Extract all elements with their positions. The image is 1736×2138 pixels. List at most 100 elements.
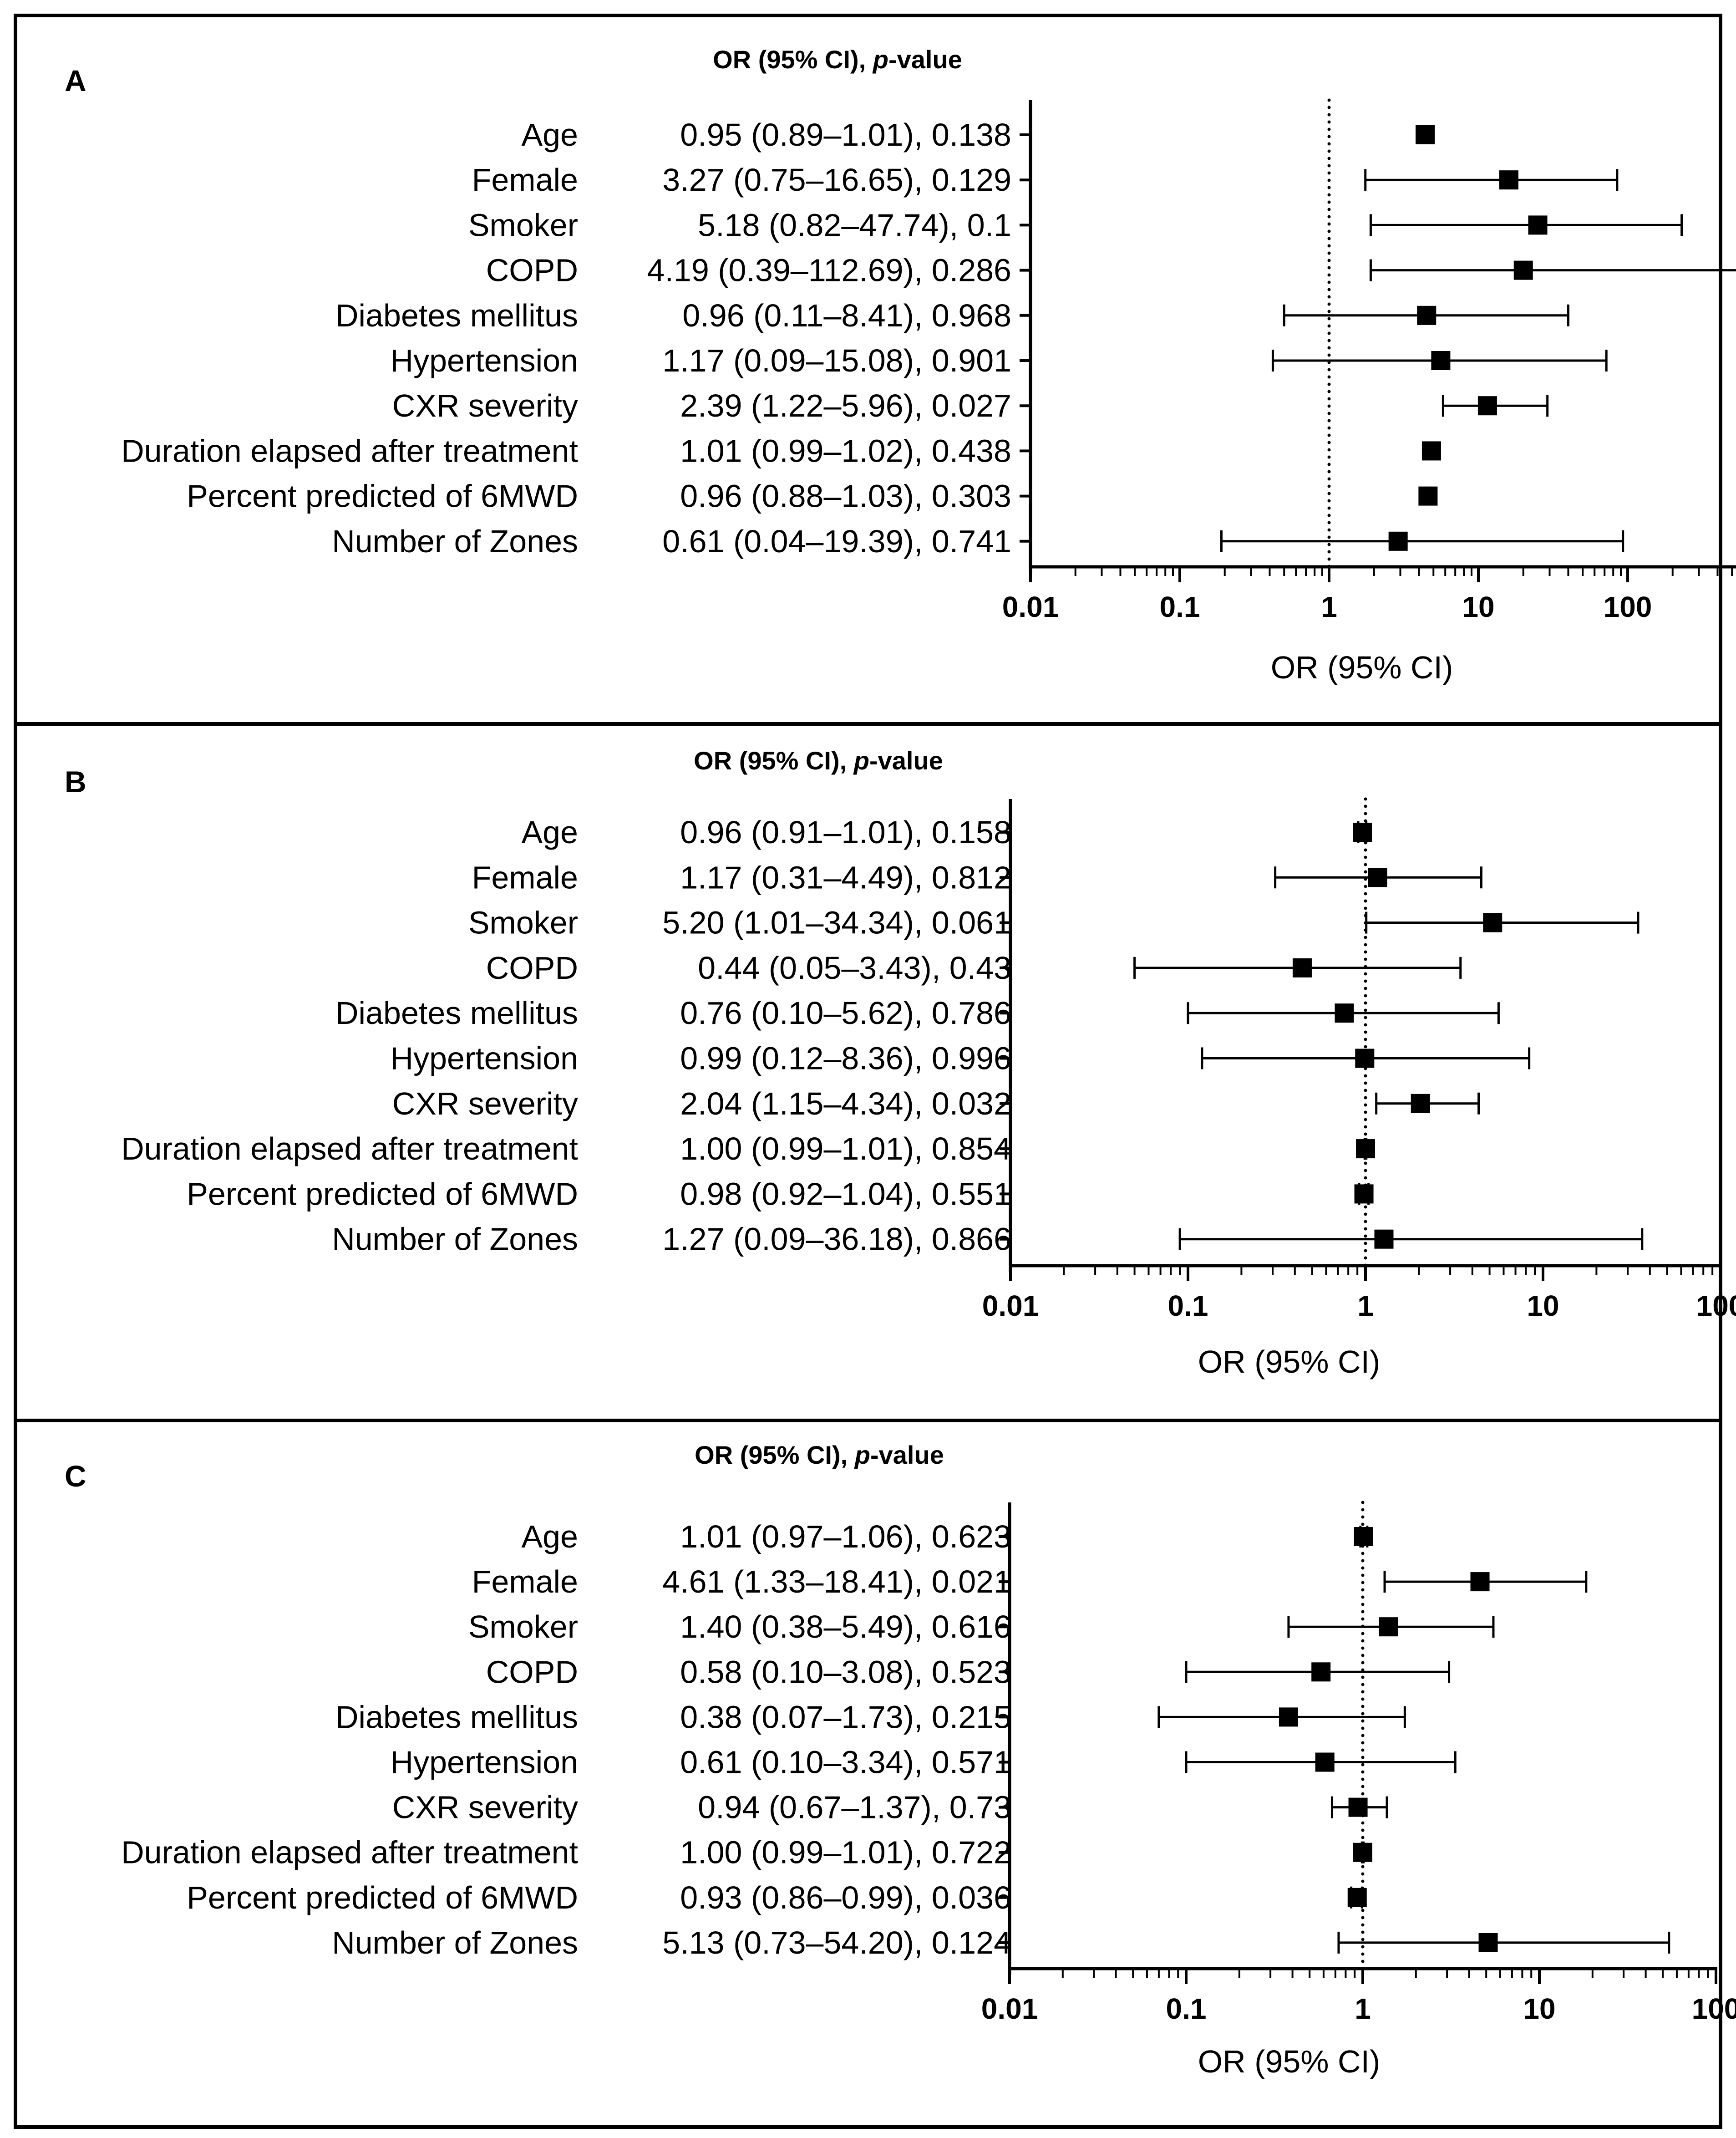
row-value: 0.44 (0.05–3.43), 0.43 xyxy=(698,950,1011,986)
row-value: 1.00 (0.99–1.01), 0.722 xyxy=(680,1835,1011,1870)
odds-ratio-point xyxy=(1417,305,1437,325)
row-label: COPD xyxy=(486,950,578,986)
odds-ratio-point xyxy=(1311,1662,1331,1682)
row-value: 1.27 (0.09–36.18), 0.866 xyxy=(662,1222,1011,1257)
panel-A: AOR (95% CI), p-value0.010.11101001000OR… xyxy=(65,45,1736,685)
row-label: Smoker xyxy=(468,1609,578,1644)
row-label: Age xyxy=(521,814,578,850)
x-tick-label: 0.1 xyxy=(1168,1289,1208,1322)
row-label: Age xyxy=(521,1519,578,1554)
panel-letter: A xyxy=(65,64,86,97)
odds-ratio-point xyxy=(1348,1797,1368,1817)
odds-ratio-point xyxy=(1347,1888,1367,1907)
row-label: Female xyxy=(472,162,578,198)
row-value: 0.61 (0.04–19.39), 0.741 xyxy=(662,524,1011,559)
x-tick-label: 1 xyxy=(1355,1992,1371,2025)
odds-ratio-point xyxy=(1279,1707,1298,1727)
row-value: 4.61 (1.33–18.41), 0.021 xyxy=(662,1564,1011,1599)
row-label: Age xyxy=(521,117,578,153)
panel-B: B OR (95% CI), p-value 0.01 0.1 1 10 100 OR (95… xyxy=(15,722,1736,1380)
row-value: 2.04 (1.15–4.34), 0.032 xyxy=(680,1086,1011,1121)
x-tick-label: 100 xyxy=(1692,1992,1736,2025)
row-value: 0.98 (0.92–1.04), 0.551 xyxy=(680,1176,1011,1212)
row-label: Percent predicted of 6MWD xyxy=(187,1176,578,1212)
row-label: Smoker xyxy=(468,905,578,941)
x-tick-label: 100 xyxy=(1604,590,1652,623)
row-value: 1.01 (0.99–1.02), 0.438 xyxy=(680,433,1011,468)
x-tick-label: 10 xyxy=(1523,1992,1555,2025)
row-label: Female xyxy=(472,860,578,895)
row-value: 1.17 (0.09–15.08), 0.901 xyxy=(662,343,1011,378)
row-value: 1.00 (0.99–1.01), 0.854 xyxy=(680,1131,1011,1166)
panel-C: C OR (95% CI), p-value 0.01 0.1 1 10 100 OR (95… xyxy=(15,1419,1736,2079)
row-label: Percent predicted of 6MWD xyxy=(187,479,578,514)
row-value: 4.19 (0.39–112.69), 0.286 xyxy=(647,253,1011,288)
row-value: 0.96 (0.88–1.03), 0.303 xyxy=(680,479,1011,514)
row-label: Hypertension xyxy=(391,1041,578,1076)
column-header: OR (95% CI), p-value xyxy=(695,1441,944,1469)
row-label: CXR severity xyxy=(392,388,578,423)
x-tick-label: 1 xyxy=(1357,1289,1374,1322)
odds-ratio-point xyxy=(1374,1229,1394,1249)
odds-ratio-point xyxy=(1418,486,1438,506)
row-label: Number of Zones xyxy=(332,1925,578,1960)
row-value: 0.61 (0.10–3.34), 0.571 xyxy=(680,1745,1011,1780)
x-tick-label: 100 xyxy=(1696,1289,1736,1322)
row-label: CXR severity xyxy=(392,1790,578,1825)
x-tick-label: 1 xyxy=(1321,590,1337,623)
row-value: 1.17 (0.31–4.49), 0.812 xyxy=(680,860,1011,895)
x-axis-title: OR (95% CI) xyxy=(1198,2044,1381,2079)
odds-ratio-point xyxy=(1483,913,1503,932)
row-label: CXR severity xyxy=(392,1086,578,1121)
row-value: 2.39 (1.22–5.96), 0.027 xyxy=(680,388,1011,423)
panel-letter: C xyxy=(65,1459,86,1493)
odds-ratio-point xyxy=(1315,1752,1335,1772)
row-label: Hypertension xyxy=(391,1745,578,1780)
row-value: 0.94 (0.67–1.37), 0.73 xyxy=(698,1790,1011,1825)
row-value: 0.96 (0.11–8.41), 0.968 xyxy=(682,298,1011,333)
row-value: 3.27 (0.75–16.65), 0.129 xyxy=(662,162,1011,198)
odds-ratio-point xyxy=(1470,1572,1490,1592)
odds-ratio-point xyxy=(1388,531,1408,551)
x-tick-label: 10 xyxy=(1527,1289,1559,1322)
row-label: Diabetes mellitus xyxy=(335,1699,578,1735)
x-tick-label: 10 xyxy=(1462,590,1494,623)
row-label: Duration elapsed after treatment xyxy=(121,1131,578,1166)
row-value: 0.58 (0.10–3.08), 0.523 xyxy=(680,1654,1011,1690)
column-header: OR (95% CI), p-value xyxy=(713,45,962,74)
odds-ratio-point xyxy=(1477,396,1497,416)
odds-ratio-point xyxy=(1411,1094,1430,1113)
x-tick-label: 0.01 xyxy=(982,1289,1039,1322)
x-axis-title: OR (95% CI) xyxy=(1271,650,1453,685)
row-label: Female xyxy=(472,1564,578,1599)
x-axis-title: OR (95% CI) xyxy=(1198,1344,1381,1380)
column-header: OR (95% CI), p-value xyxy=(694,746,943,775)
row-value: 5.18 (0.82–47.74), 0.1 xyxy=(698,207,1011,243)
row-label: Duration elapsed after treatment xyxy=(121,1835,578,1870)
x-tick-label: 0.01 xyxy=(981,1992,1038,2025)
odds-ratio-point xyxy=(1354,1184,1374,1204)
odds-ratio-point xyxy=(1431,351,1451,370)
odds-ratio-point xyxy=(1335,1003,1354,1023)
row-value: 5.20 (1.01–34.34), 0.061 xyxy=(662,905,1011,941)
odds-ratio-point xyxy=(1353,1843,1372,1862)
row-label: Percent predicted of 6MWD xyxy=(187,1880,578,1915)
odds-ratio-point xyxy=(1379,1617,1398,1637)
odds-ratio-point xyxy=(1292,958,1312,977)
row-value: 0.38 (0.07–1.73), 0.215 xyxy=(680,1699,1011,1735)
figure-border xyxy=(14,14,1722,2129)
odds-ratio-point xyxy=(1499,170,1518,190)
x-tick-label: 0.01 xyxy=(1002,590,1059,623)
row-label: Number of Zones xyxy=(332,524,578,559)
odds-ratio-point xyxy=(1368,868,1387,887)
odds-ratio-point xyxy=(1513,260,1533,280)
row-value: 1.01 (0.97–1.06), 0.623 xyxy=(680,1519,1011,1554)
row-label: Hypertension xyxy=(391,343,578,378)
row-label: Diabetes mellitus xyxy=(335,995,578,1031)
row-label: Smoker xyxy=(468,207,578,243)
odds-ratio-point xyxy=(1353,823,1372,842)
panel-letter: B xyxy=(65,765,86,799)
row-value: 0.76 (0.10–5.62), 0.786 xyxy=(680,995,1011,1031)
odds-ratio-point xyxy=(1354,1527,1373,1546)
